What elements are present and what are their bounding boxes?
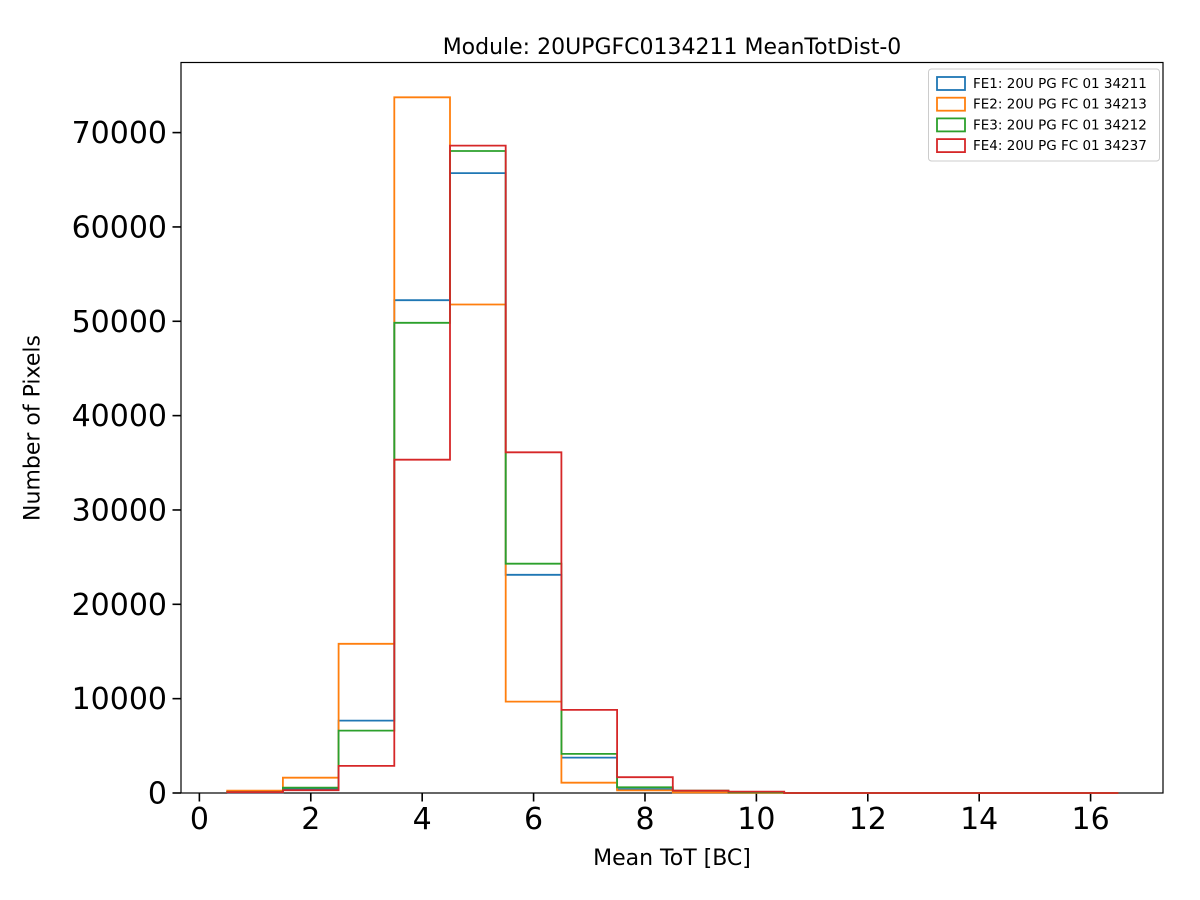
legend-box [928, 68, 1160, 162]
x-tick-label: 14 [960, 802, 998, 837]
series-fe4 [226, 144, 1119, 794]
x-axis-label: Mean ToT [BC] [593, 846, 751, 871]
series-fe1 [226, 172, 1119, 794]
y-tick-label: 60000 [72, 210, 167, 245]
y-tick-label: 20000 [72, 588, 167, 623]
legend-label: FE1: 20U PG FC 01 34211 [973, 76, 1147, 92]
axes-frame [180, 61, 1164, 794]
y-tick-label: 40000 [72, 399, 167, 434]
chart-title: Module: 20UPGFC0134211 MeanTotDist-0 [442, 35, 902, 60]
legend-handle [936, 76, 966, 91]
series-fe3 [226, 150, 1119, 794]
x-tick-label: 8 [635, 802, 654, 837]
legend-handle [936, 138, 966, 154]
x-tick-label: 2 [301, 802, 320, 837]
y-axis-label: Number of Pixels [20, 335, 46, 521]
legend-label: FE3: 20U PG FC 01 34212 [973, 117, 1147, 133]
x-tick-label: 12 [849, 802, 887, 837]
y-tick-label: 50000 [72, 305, 167, 340]
x-tick-label: 6 [524, 802, 543, 837]
y-tick-label: 0 [148, 777, 167, 812]
legend-handle [936, 117, 966, 133]
y-tick-label: 30000 [72, 493, 167, 528]
legend-label: FE2: 20U PG FC 01 34213 [973, 97, 1147, 113]
legend-handle [936, 96, 966, 112]
series-fe2 [226, 96, 1119, 794]
x-tick-label: 10 [737, 802, 775, 837]
legend-label: FE4: 20U PG FC 01 34237 [973, 138, 1147, 154]
y-tick-label: 70000 [72, 116, 167, 151]
x-tick-label: 16 [1071, 802, 1109, 837]
x-tick-label: 0 [190, 802, 209, 837]
y-tick-label: 10000 [72, 682, 167, 717]
x-tick-label: 4 [413, 802, 432, 837]
